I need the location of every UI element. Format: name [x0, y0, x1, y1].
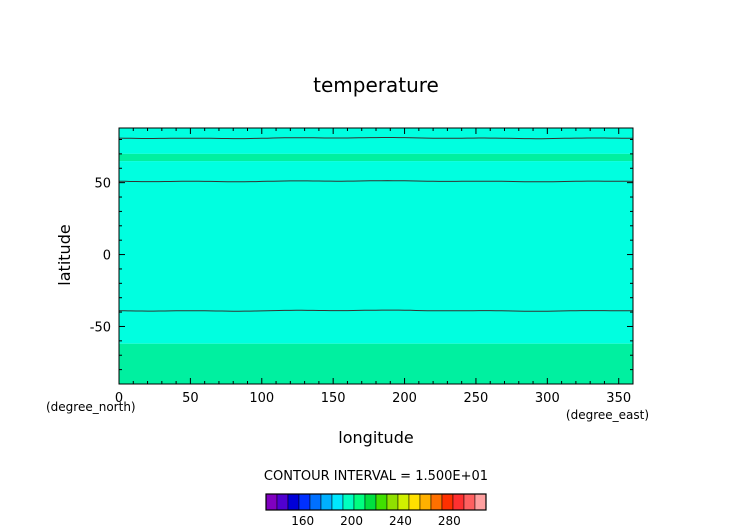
colorbar-swatch [265, 493, 278, 511]
x-units-label: (degree_east) [566, 408, 649, 422]
chart-title: temperature [313, 73, 439, 97]
colorbar-labels: 160 200 240 280 [291, 514, 461, 528]
colorbar-swatch [309, 493, 322, 511]
colorbar [265, 493, 487, 511]
x-tick-label: 250 [464, 391, 489, 406]
contour-line-0 [118, 137, 633, 140]
y-tick-label: 50 [94, 177, 111, 192]
colorbar-swatch [364, 493, 377, 511]
contour-line-2 [118, 309, 633, 312]
colorbar-swatch [386, 493, 399, 511]
colorbar-tick-label: 280 [438, 514, 461, 528]
colorbar-swatch [463, 493, 476, 511]
x-tick-label: 150 [321, 391, 346, 406]
x-axis: 0 50 100 150 200 250 300 350 [115, 128, 634, 406]
y-tick-label: 0 [103, 249, 111, 264]
contour-line-1 [118, 180, 634, 183]
colorbar-tick-label: 200 [340, 514, 363, 528]
x-tick-label: 50 [182, 391, 199, 406]
x-tick-label: 350 [606, 391, 631, 406]
colorbar-swatch [331, 493, 344, 511]
colorbar-swatch [320, 493, 333, 511]
colorbar-swatch [474, 493, 487, 511]
colorbar-swatch [397, 493, 410, 511]
colorbar-swatch [342, 493, 355, 511]
temperature-band-3 [119, 343, 633, 384]
colorbar-swatch [408, 493, 421, 511]
contour-lines [118, 137, 634, 312]
y-axis: -50 0 50 [90, 139, 633, 385]
colorbar-swatch [276, 493, 289, 511]
colorbar-tick-label: 160 [291, 514, 314, 528]
y-units-label: (degree_north) [46, 400, 136, 414]
y-tick-label: -50 [90, 320, 111, 335]
y-axis-label: latitude [55, 224, 74, 285]
temperature-band-2 [119, 161, 633, 344]
colorbar-swatch [441, 493, 454, 511]
x-tick-label: 300 [535, 391, 560, 406]
temperature-band-0 [119, 128, 633, 154]
colorbar-frame [265, 493, 487, 511]
colorbar-swatch [375, 493, 388, 511]
x-tick-label: 100 [249, 391, 274, 406]
colorbar-tick-label: 240 [389, 514, 412, 528]
x-axis-label: longitude [338, 428, 413, 447]
colorbar-swatch [298, 493, 311, 511]
colorbar-swatch [419, 493, 432, 511]
x-tick-label: 0 [115, 391, 123, 406]
colorbar-swatch [430, 493, 443, 511]
x-tick-label: 200 [392, 391, 417, 406]
contour-interval-label: CONTOUR INTERVAL = 1.500E+01 [264, 469, 488, 484]
temperature-band-1 [119, 153, 633, 162]
colorbar-swatch [452, 493, 465, 511]
colorbar-swatch [353, 493, 366, 511]
plot-area [119, 128, 633, 384]
colorbar-swatch [287, 493, 300, 511]
